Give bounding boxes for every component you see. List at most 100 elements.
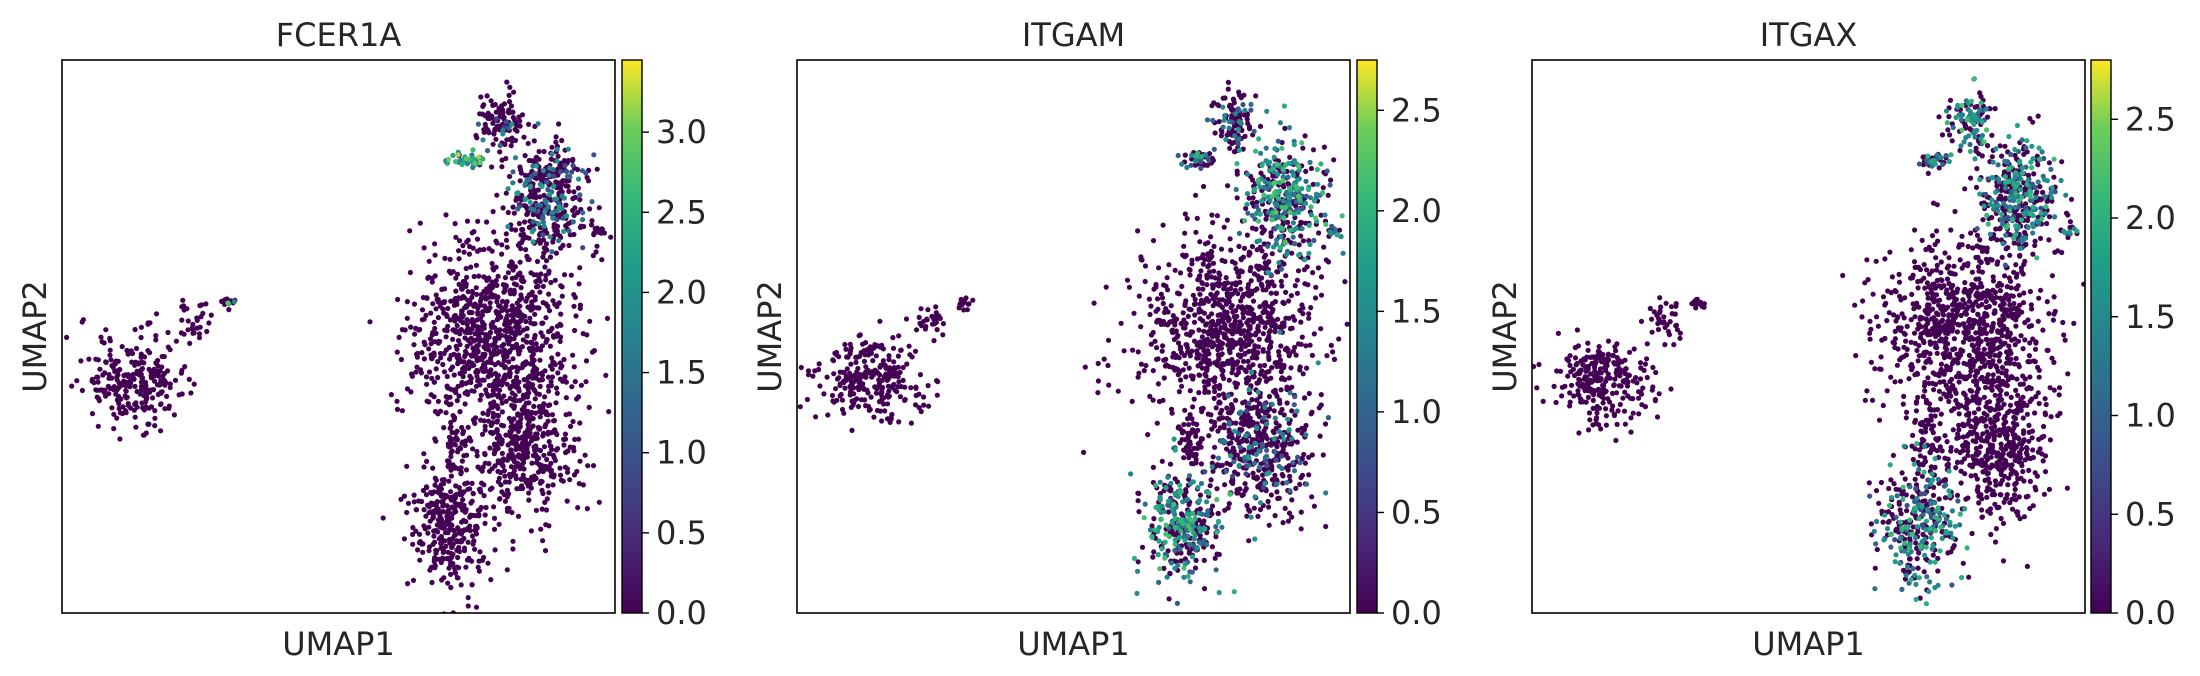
data-point: [1300, 371, 1306, 377]
data-point: [1275, 138, 1281, 144]
data-point: [432, 241, 438, 247]
data-point: [1236, 462, 1242, 469]
data-point: [1197, 291, 1203, 297]
data-point: [475, 378, 481, 384]
data-point: [1175, 152, 1181, 159]
data-point: [1216, 416, 1222, 422]
data-point: [524, 447, 530, 453]
data-point: [1226, 501, 1232, 507]
data-point: [527, 184, 534, 190]
data-point: [504, 567, 510, 573]
data-point: [486, 418, 492, 424]
data-point: [482, 512, 488, 518]
data-point: [1175, 340, 1182, 346]
data-point: [599, 226, 606, 232]
data-point: [456, 248, 462, 254]
data-point: [460, 278, 466, 285]
data-point: [893, 370, 899, 376]
data-point: [1268, 290, 1274, 296]
data-point: [473, 262, 479, 268]
data-point: [558, 186, 564, 192]
data-point: [1260, 287, 1266, 293]
data-point: [1193, 460, 1199, 466]
data-point: [1281, 412, 1287, 418]
data-point: [530, 452, 537, 459]
data-point: [1320, 452, 1326, 458]
data-point: [1135, 349, 1141, 355]
data-point: [580, 331, 586, 337]
data-point: [499, 437, 505, 443]
data-point: [483, 368, 489, 374]
data-point: [829, 392, 836, 399]
data-point: [580, 210, 586, 216]
data-point: [1299, 302, 1305, 308]
data-point: [1281, 362, 1287, 369]
data-point: [546, 439, 552, 445]
data-point: [1285, 219, 1291, 225]
data-point: [1134, 590, 1140, 597]
scatter-points: [797, 79, 1350, 607]
data-point: [552, 457, 559, 464]
data-point: [507, 385, 513, 391]
data-point: [1246, 326, 1252, 332]
data-point: [1143, 362, 1149, 369]
data-point: [567, 174, 573, 180]
data-point: [504, 137, 510, 143]
data-point: [438, 355, 444, 361]
data-point: [439, 499, 445, 505]
data-point: [486, 130, 492, 136]
data-point: [1260, 484, 1266, 491]
data-point: [1294, 277, 1300, 283]
colorbar-gradient: [621, 59, 643, 614]
data-point: [394, 406, 401, 412]
data-point: [898, 347, 904, 353]
data-point: [580, 245, 586, 251]
data-point: [540, 404, 546, 410]
data-point: [1265, 284, 1271, 290]
data-point: [537, 194, 543, 200]
data-point: [501, 423, 507, 429]
data-point: [848, 361, 854, 367]
data-point: [1222, 325, 1228, 331]
data-point: [204, 328, 210, 335]
data-point: [1277, 120, 1283, 126]
data-point: [1197, 273, 1203, 279]
data-point: [1273, 425, 1279, 431]
data-point: [1287, 154, 1293, 160]
data-point: [514, 434, 520, 440]
data-point: [1201, 379, 1207, 385]
data-point: [798, 364, 804, 371]
data-point: [1242, 367, 1248, 373]
data-point: [1124, 277, 1131, 283]
data-point: [516, 310, 522, 316]
data-point: [534, 446, 540, 453]
data-point: [1261, 302, 1267, 308]
data-point: [590, 463, 597, 469]
data-point: [1168, 480, 1174, 486]
data-point: [537, 414, 543, 420]
data-point: [903, 316, 910, 322]
data-point: [1260, 472, 1266, 478]
data-point: [542, 424, 548, 430]
data-point: [1174, 334, 1180, 340]
data-point: [874, 407, 881, 414]
data-point: [1167, 461, 1174, 467]
data-point: [1302, 460, 1308, 466]
data-point: [523, 196, 529, 202]
data-point: [1303, 168, 1309, 174]
data-point: [497, 303, 503, 309]
data-point: [543, 277, 549, 283]
data-point: [441, 611, 447, 613]
data-point: [1150, 238, 1157, 244]
data-point: [470, 156, 476, 162]
data-point: [537, 357, 543, 363]
data-point: [532, 332, 538, 339]
data-point: [543, 507, 550, 513]
data-point: [478, 417, 484, 423]
data-point: [560, 478, 566, 484]
data-point: [1135, 498, 1141, 504]
data-point: [432, 555, 438, 561]
data-point: [1081, 449, 1087, 455]
data-point: [582, 452, 588, 458]
data-point: [1161, 375, 1167, 381]
